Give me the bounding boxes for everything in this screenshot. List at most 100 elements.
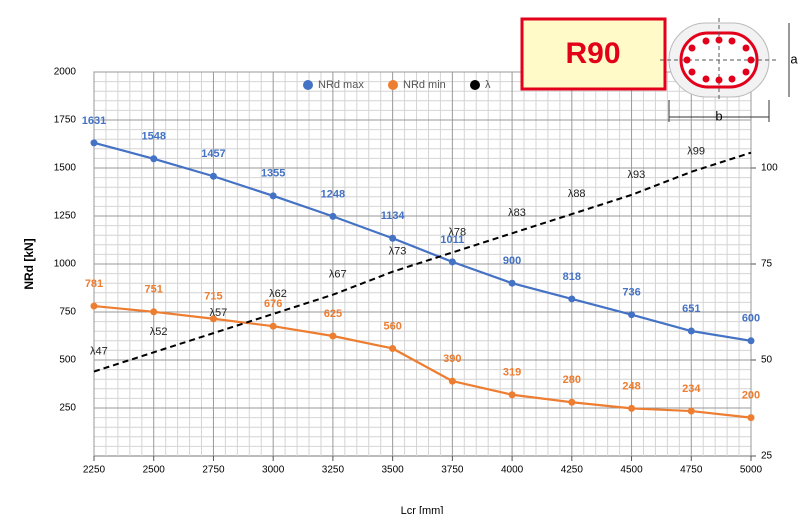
point [90, 302, 98, 310]
x-tick-label: 3750 [441, 465, 464, 476]
x-tick-label: 2250 [83, 465, 106, 476]
data-label: λ78 [448, 226, 466, 238]
point [389, 344, 397, 352]
section-diagram: a b [660, 18, 798, 123]
y2-tick-label: 100 [761, 163, 778, 174]
y2-tick-label: 50 [761, 355, 773, 366]
x-tick-label: 2500 [143, 465, 166, 476]
point [628, 404, 636, 412]
data-label: 736 [622, 287, 640, 299]
legend-label: NRd min [403, 79, 446, 91]
point [687, 407, 695, 415]
data-label: 1548 [141, 131, 165, 143]
y-tick-label: 750 [59, 307, 76, 318]
point [628, 311, 636, 319]
data-label: λ67 [329, 269, 347, 281]
x-axis-label: Lcr [mm] [401, 505, 444, 514]
series-line [93, 141, 752, 342]
point [269, 192, 277, 200]
data-label: 818 [563, 271, 581, 283]
series-line [93, 151, 752, 373]
y-tick-label: 1250 [54, 211, 77, 222]
data-label: 900 [503, 255, 521, 267]
point [508, 279, 516, 287]
point [747, 414, 755, 422]
point [568, 295, 576, 303]
y-axis-label: NRd [kN] [22, 238, 36, 289]
point [389, 234, 397, 242]
data-label: 560 [383, 320, 401, 332]
data-label: 1134 [381, 210, 406, 222]
data-label: 1011 [440, 234, 464, 246]
point [269, 322, 277, 330]
point [150, 155, 158, 163]
data-label: 200 [742, 390, 760, 402]
point [448, 258, 456, 266]
data-label: 390 [443, 353, 461, 365]
legend-marker [303, 80, 313, 90]
data-label: λ52 [150, 326, 168, 338]
point [329, 212, 337, 220]
point [329, 332, 337, 340]
data-label: 625 [324, 308, 342, 320]
legend: NRd max NRd min λ [303, 79, 491, 91]
marks: 1631 1548 1457 1355 1248 1134 1011 900 818 736 651… [82, 115, 760, 422]
series-line [93, 304, 752, 419]
x-tick-label: 2750 [202, 465, 225, 476]
data-label: 1457 [201, 148, 225, 160]
data-label: λ88 [568, 188, 586, 200]
dim-b-label: b [715, 108, 722, 123]
point [568, 398, 576, 406]
x-tick-label: 5000 [740, 465, 763, 476]
data-label: 715 [204, 291, 222, 303]
data-label: λ73 [389, 246, 407, 258]
data-label: 1631 [82, 115, 106, 127]
rebars [683, 36, 755, 84]
y-tick-label: 250 [59, 403, 76, 414]
data-label: 676 [264, 298, 282, 310]
dim-a-label: a [790, 51, 798, 66]
data-label: λ57 [209, 307, 227, 319]
x-tick-label: 4500 [620, 465, 643, 476]
point [687, 327, 695, 335]
point [209, 172, 217, 180]
badge-box [520, 17, 667, 91]
legend-label: NRd max [318, 79, 364, 91]
x-tick-label: 4750 [680, 465, 703, 476]
y-tick-label: 1000 [54, 259, 77, 270]
y2-tick-label: 75 [761, 259, 773, 270]
legend-marker [470, 80, 480, 90]
data-label: 248 [622, 380, 640, 392]
x-tick-label: 4000 [501, 465, 524, 476]
data-label: 319 [503, 367, 521, 379]
data-label: 1248 [321, 188, 345, 200]
y2-tick-label: 25 [761, 451, 773, 462]
data-label: λ62 [269, 288, 287, 300]
point [508, 391, 516, 399]
point [209, 315, 217, 323]
y-tick-label: 1500 [54, 163, 77, 174]
x-tick-label: 3250 [322, 465, 345, 476]
y-tick-label: 2000 [54, 67, 77, 78]
data-label: 280 [563, 374, 581, 386]
data-label: λ99 [687, 146, 705, 158]
data-label: 1355 [261, 168, 285, 180]
point [90, 139, 98, 147]
data-label: λ93 [628, 169, 646, 181]
data-label: 600 [742, 313, 760, 325]
grid: 2250 2500 2750 3000 3250 3500 3750 4000 4250 4500… [54, 67, 778, 476]
data-label: 651 [682, 303, 700, 315]
point [150, 308, 158, 316]
data-label: λ83 [508, 207, 526, 219]
legend-label: λ [485, 79, 491, 91]
data-label: 234 [682, 383, 701, 395]
point [448, 377, 456, 385]
point [747, 337, 755, 345]
x-tick-label: 3500 [382, 465, 405, 476]
x-tick-label: 4250 [561, 465, 584, 476]
data-label: λ47 [90, 345, 108, 357]
x-tick-label: 3000 [262, 465, 285, 476]
data-label: 781 [85, 278, 103, 290]
